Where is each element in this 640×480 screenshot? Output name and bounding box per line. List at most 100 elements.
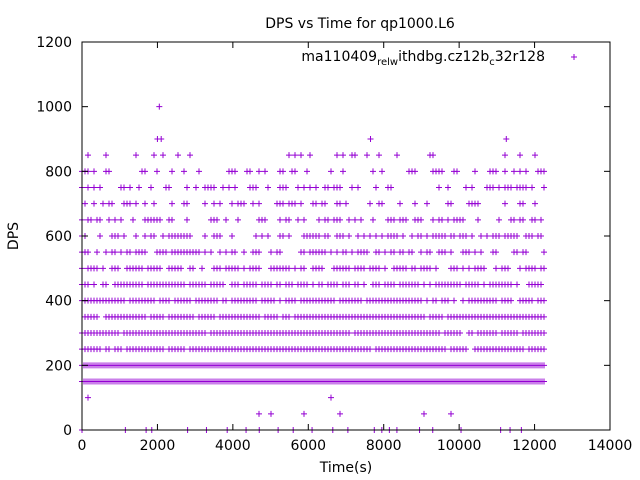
data-point	[538, 233, 544, 239]
data-point	[514, 249, 520, 256]
data-point	[424, 297, 430, 304]
data-point	[442, 249, 448, 256]
data-point	[529, 233, 535, 239]
data-point	[391, 249, 397, 256]
data-point	[277, 297, 283, 304]
data-point	[187, 233, 193, 239]
data-point	[403, 216, 409, 223]
data-point	[331, 297, 337, 304]
data-point	[436, 330, 442, 336]
data-point	[97, 233, 103, 239]
data-point	[127, 200, 133, 207]
data-point	[517, 265, 523, 272]
data-point	[382, 249, 388, 256]
data-point	[340, 233, 346, 239]
data-point	[430, 216, 436, 223]
data-point	[316, 233, 322, 239]
data-band-400	[79, 297, 547, 304]
data-point	[340, 168, 346, 175]
data-point	[91, 200, 97, 207]
data-point	[307, 152, 313, 159]
data-point	[196, 168, 202, 175]
data-point	[466, 249, 472, 256]
data-point	[226, 184, 232, 191]
data-point	[508, 184, 514, 191]
data-point	[520, 200, 526, 207]
data-point	[361, 265, 367, 272]
data-band-300	[79, 330, 547, 336]
data-point	[97, 216, 103, 223]
data-point	[103, 249, 109, 256]
data-point	[166, 184, 172, 191]
data-point	[541, 168, 547, 175]
data-point	[478, 233, 484, 239]
data-point	[418, 297, 424, 304]
data-point	[505, 265, 511, 272]
data-point	[421, 281, 427, 288]
data-point	[469, 330, 475, 336]
data-point	[142, 168, 148, 175]
data-point	[292, 168, 298, 175]
data-point	[541, 184, 547, 191]
data-point	[412, 200, 418, 207]
data-point	[112, 216, 118, 223]
data-point	[94, 313, 100, 320]
data-point	[475, 200, 481, 207]
data-point	[313, 200, 319, 207]
data-point	[337, 410, 343, 417]
data-point	[397, 200, 403, 207]
data-point	[286, 216, 292, 223]
data-point	[130, 216, 136, 223]
data-point	[265, 184, 271, 191]
data-point	[142, 249, 148, 256]
data-point	[106, 216, 112, 223]
x-tick-label: 10000	[437, 438, 482, 454]
data-point	[529, 184, 535, 191]
data-point	[148, 184, 154, 191]
data-band-350	[82, 313, 547, 320]
data-point	[139, 281, 145, 288]
data-point	[304, 281, 310, 288]
data-point	[355, 184, 361, 191]
data-point	[142, 313, 148, 320]
data-point	[466, 265, 472, 272]
data-point	[481, 281, 487, 288]
data-point	[391, 216, 397, 223]
data-point	[286, 233, 292, 239]
data-point	[541, 346, 547, 353]
y-tick-label: 400	[45, 294, 72, 310]
y-tick-label: 800	[45, 164, 72, 180]
data-point	[121, 233, 127, 239]
data-point	[217, 200, 223, 207]
data-point	[301, 410, 307, 417]
data-point	[463, 233, 469, 239]
data-point	[451, 233, 457, 239]
data-point	[349, 249, 355, 256]
data-point	[181, 346, 187, 353]
data-point	[241, 265, 247, 272]
data-point	[88, 216, 94, 223]
data-point	[514, 281, 520, 288]
data-point	[538, 216, 544, 223]
data-point	[97, 184, 103, 191]
data-point	[454, 168, 460, 175]
data-point	[301, 265, 307, 272]
data-point	[256, 249, 262, 256]
data-point	[133, 152, 139, 159]
data-point	[160, 233, 166, 239]
data-point	[517, 152, 523, 159]
data-point	[298, 152, 304, 159]
data-point	[343, 200, 349, 207]
data-point	[301, 184, 307, 191]
data-point	[337, 216, 343, 223]
data-point	[241, 249, 247, 256]
data-band-850	[85, 152, 538, 159]
data-point	[214, 297, 220, 304]
data-point	[493, 249, 499, 256]
data-point	[439, 216, 445, 223]
data-point	[460, 297, 466, 304]
y-tick-label: 1000	[36, 100, 72, 116]
data-point	[319, 281, 325, 288]
data-point	[442, 233, 448, 239]
data-point	[265, 233, 271, 239]
